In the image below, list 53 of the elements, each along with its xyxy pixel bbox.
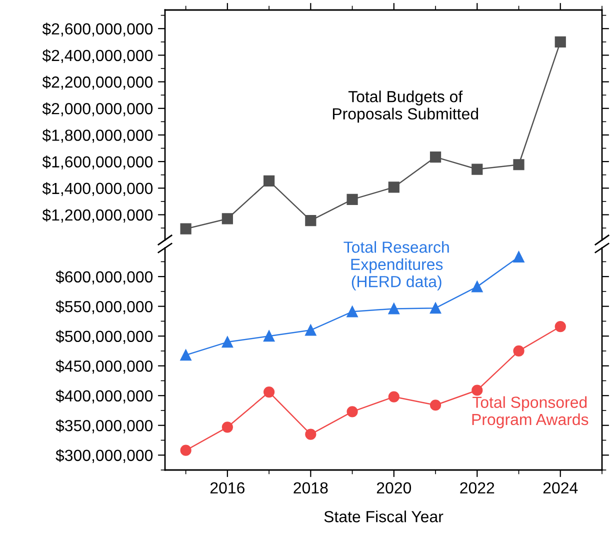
y-tick-label: $600,000,000 xyxy=(56,270,153,284)
point xyxy=(222,336,233,348)
y-tick-label: $1,600,000,000 xyxy=(42,156,153,170)
point xyxy=(513,251,524,262)
point xyxy=(180,350,192,361)
x-tick-label: 2022 xyxy=(460,482,494,494)
point xyxy=(180,223,192,234)
y-tick-label: $450,000,000 xyxy=(56,360,153,374)
y-tick-label: $300,000,000 xyxy=(56,449,153,463)
y-tick-label: $2,000,000,000 xyxy=(42,102,153,116)
x-tick-label: 2016 xyxy=(210,482,244,494)
point xyxy=(222,422,233,433)
point xyxy=(346,406,358,418)
y-tick-label: $1,800,000,000 xyxy=(42,128,153,143)
y-tick-label: $2,200,000,000 xyxy=(42,76,153,90)
x-tick-label: 2020 xyxy=(376,482,412,494)
text: Total Budgets of Proposals Submitted xyxy=(332,90,478,123)
y-tick-label: $550,000,000 xyxy=(56,300,153,314)
point xyxy=(180,444,192,456)
x-axis-title: State Fiscal Year xyxy=(324,510,444,522)
series-label: Total Research Expenditures (HERD data) xyxy=(344,241,449,290)
point xyxy=(346,306,358,318)
point xyxy=(346,194,358,206)
y-tick-label: $500,000,000 xyxy=(56,330,153,344)
point xyxy=(388,303,400,314)
y-tick-label: $400,000,000 xyxy=(56,390,153,404)
y-tick-label: $2,400,000,000 xyxy=(42,49,153,64)
point xyxy=(513,159,524,170)
point xyxy=(388,391,400,402)
y-tick-label: $1,400,000,000 xyxy=(42,182,153,196)
x-tick-label: 2018 xyxy=(294,482,328,494)
point xyxy=(472,281,483,292)
point xyxy=(305,215,316,226)
point xyxy=(388,182,400,193)
y-tick-label: $2,600,000,000 xyxy=(42,22,153,36)
point xyxy=(222,213,233,224)
point xyxy=(430,151,442,163)
y-tick-label: $1,200,000,000 xyxy=(42,208,153,223)
x-tick-label: 2024 xyxy=(543,482,578,494)
point xyxy=(472,164,483,175)
point xyxy=(472,384,483,396)
point xyxy=(430,400,442,411)
y-tick-label: $350,000,000 xyxy=(56,419,153,434)
point xyxy=(305,428,316,440)
point xyxy=(305,324,316,336)
point xyxy=(263,386,275,398)
point xyxy=(554,321,566,332)
point xyxy=(263,175,275,187)
point xyxy=(430,302,442,314)
point xyxy=(263,330,275,342)
point xyxy=(513,345,524,357)
point xyxy=(554,36,566,48)
series-label: Total Sponsored Program Awards xyxy=(472,396,588,428)
